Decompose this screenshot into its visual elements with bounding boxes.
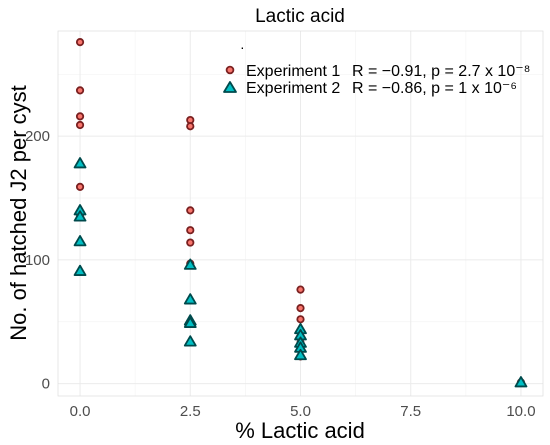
x-tick-label: 0.0 [70, 403, 91, 420]
point-experiment-2 [73, 264, 87, 276]
legend-dot: · [240, 39, 245, 55]
point-experiment-1 [75, 182, 85, 191]
point-experiment-2 [514, 376, 528, 388]
point-experiment-1 [75, 86, 85, 95]
data-points [73, 38, 528, 388]
point-experiment-1 [296, 315, 305, 324]
legend-stat-experiment-1: R = −0.91, p = 2.7 x 10⁻⁸ [352, 63, 530, 80]
point-experiment-1 [296, 304, 305, 313]
x-tick-label: 2.5 [180, 403, 201, 420]
point-experiment-2 [73, 235, 87, 247]
point-experiment-1 [186, 122, 195, 131]
legend-label-experiment-2: Experiment 2 [246, 80, 340, 97]
point-experiment-2 [73, 157, 87, 169]
point-experiment-2 [183, 335, 197, 347]
point-experiment-2 [183, 316, 197, 328]
point-experiment-1 [186, 226, 195, 235]
legend-stat-experiment-2: R = −0.86, p = 1 x 10⁻⁶ [352, 80, 517, 97]
legend: · Experiment 1 R = −0.91, p = 2.7 x 10⁻⁸… [223, 39, 530, 97]
point-experiment-2 [73, 210, 87, 222]
point-experiment-2 [183, 258, 197, 270]
legend-item-experiment-1: Experiment 1 R = −0.91, p = 2.7 x 10⁻⁸ [225, 63, 530, 80]
legend-marker-triangle [223, 81, 237, 93]
x-tick-labels: 0.0 2.5 5.0 7.5 10.0 [70, 403, 536, 420]
point-experiment-1 [75, 120, 85, 130]
point-experiment-1 [186, 238, 195, 247]
x-tick-label: 10.0 [506, 403, 535, 420]
x-axis-title: % Lactic acid [235, 418, 365, 443]
x-tick-label: 5.0 [290, 403, 311, 420]
point-experiment-1 [296, 285, 305, 294]
chart-title: Lactic acid [255, 6, 345, 27]
y-tick-label: 100 [25, 252, 50, 269]
point-experiment-1 [186, 206, 195, 215]
y-tick-label: 0 [42, 376, 50, 393]
point-experiment-2 [294, 348, 307, 361]
y-tick-label: 200 [25, 128, 50, 145]
point-experiment-1 [75, 112, 85, 121]
legend-marker-circle [225, 65, 235, 75]
legend-item-experiment-2: Experiment 2 R = −0.86, p = 1 x 10⁻⁶ [223, 80, 517, 97]
plot-panel [57, 30, 544, 397]
point-experiment-1 [75, 38, 85, 47]
point-experiment-2 [183, 293, 197, 305]
legend-label-experiment-1: Experiment 1 [246, 63, 340, 80]
x-tick-label: 7.5 [400, 403, 421, 420]
y-axis-title: No. of hatched J2 per cyst [6, 85, 31, 341]
y-tick-labels: 0 100 200 [25, 128, 50, 392]
